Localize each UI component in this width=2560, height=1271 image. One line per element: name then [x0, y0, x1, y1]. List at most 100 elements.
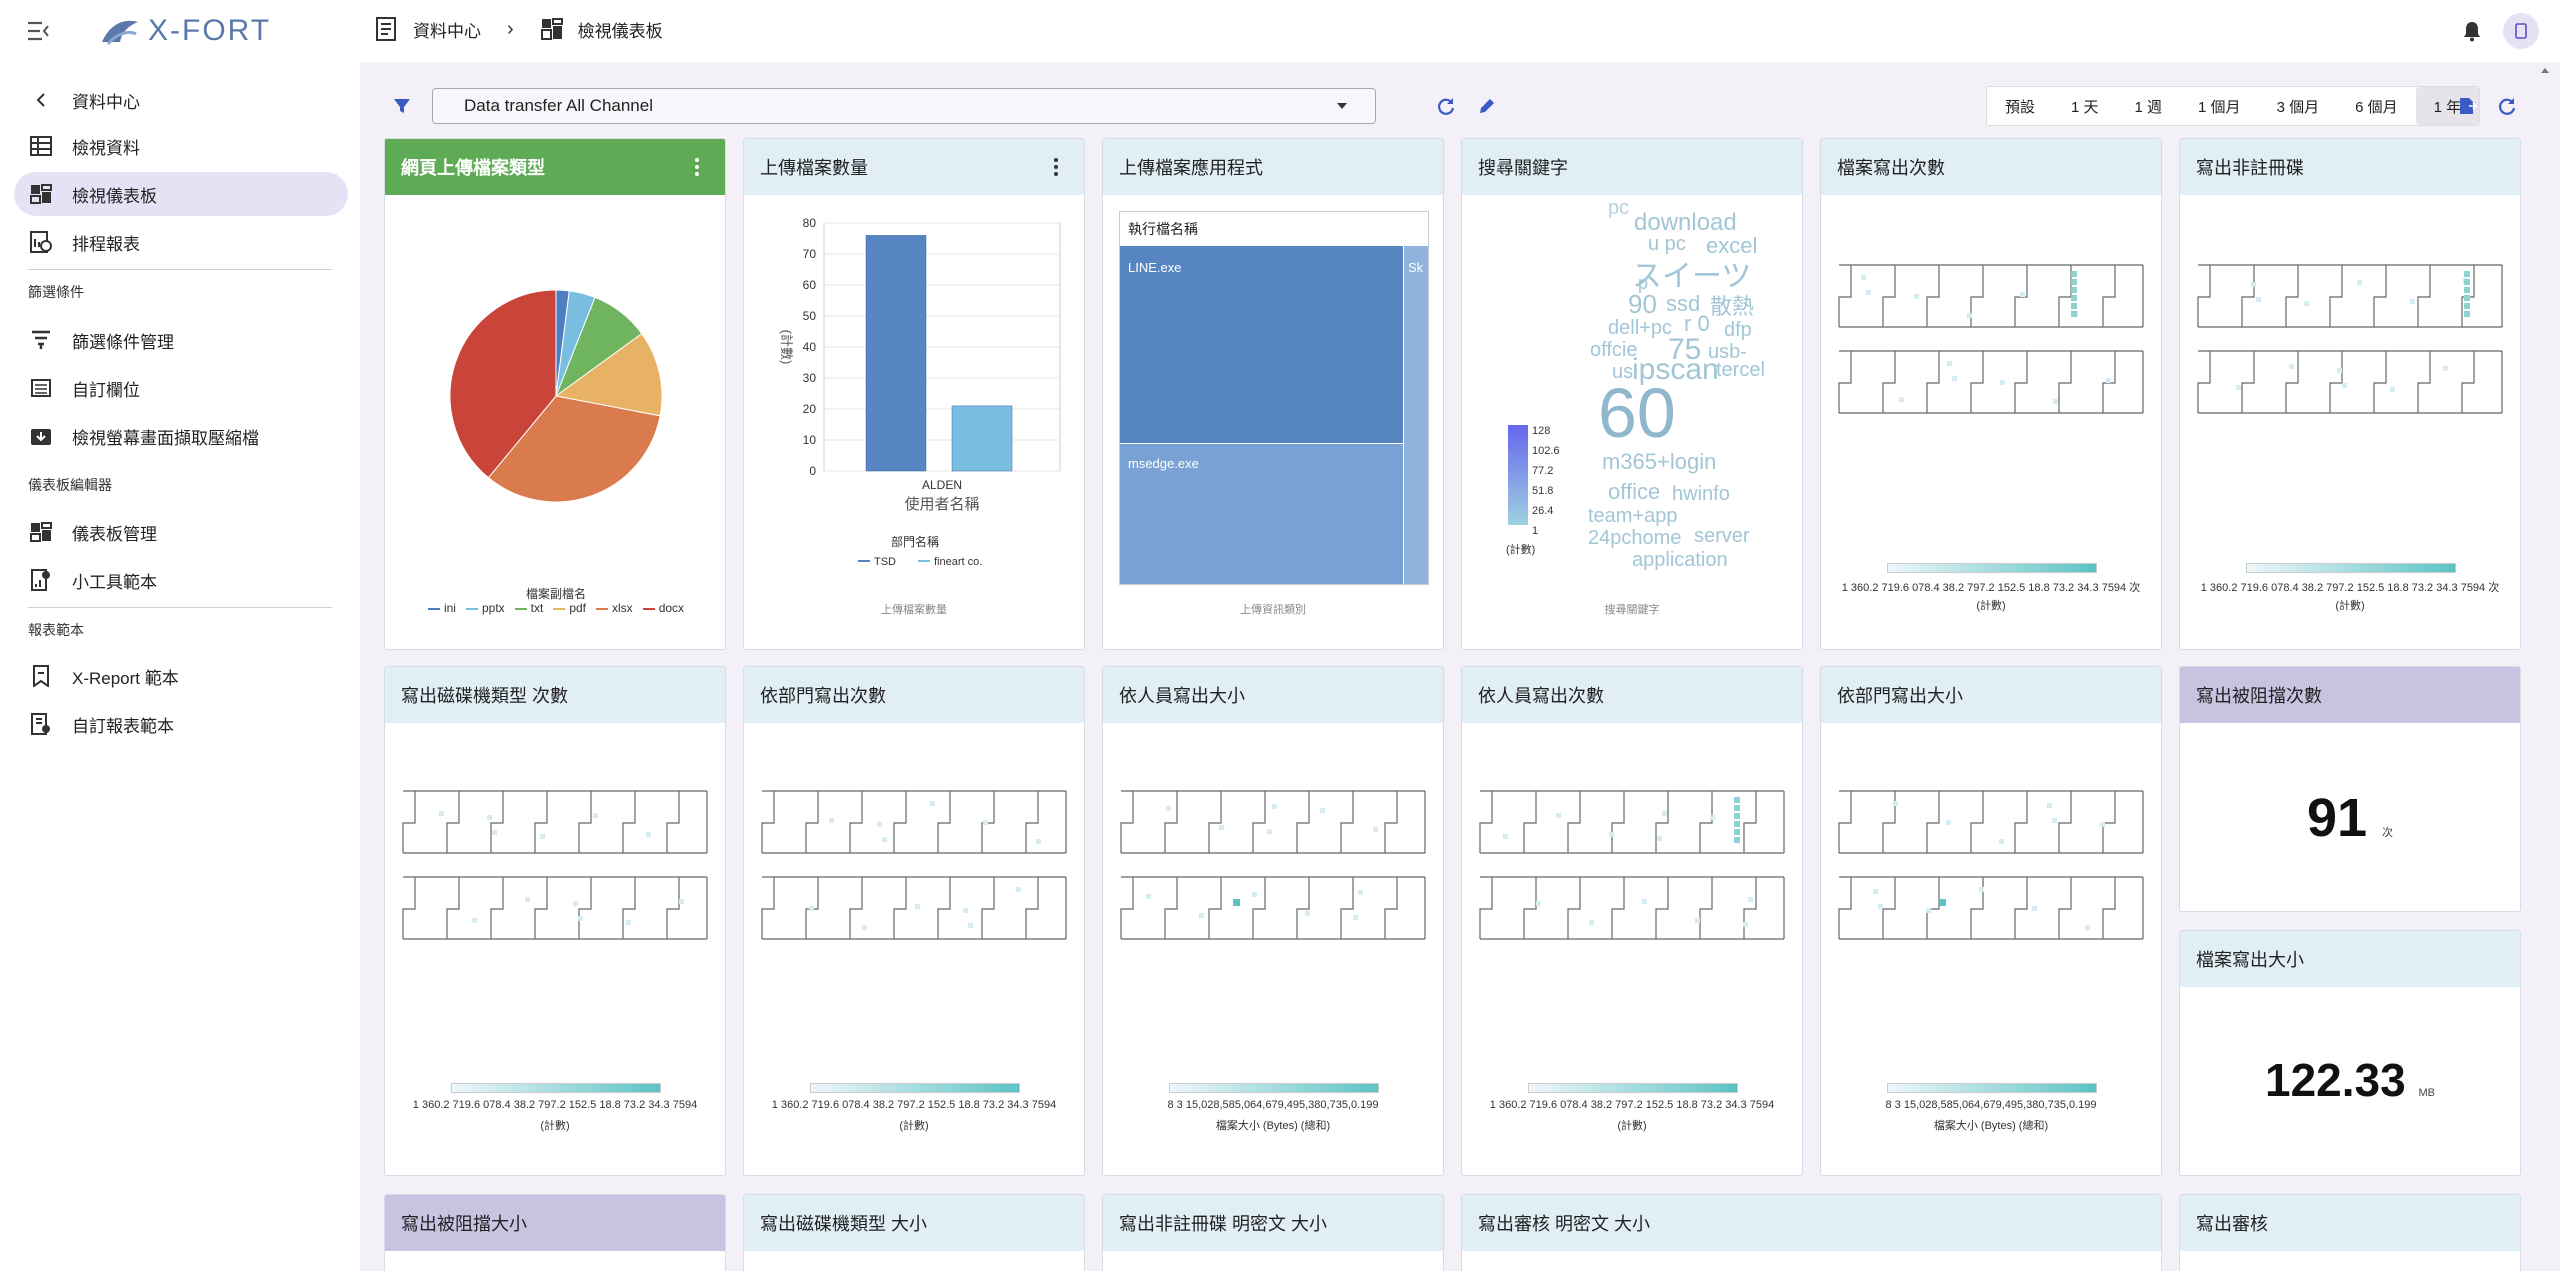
pie-slice-xlsx[interactable] [487, 395, 661, 503]
heatmap-cell[interactable] [1734, 805, 1740, 811]
dashboard-select[interactable]: Data transfer All Channel [432, 88, 1376, 124]
word[interactable]: excel [1706, 233, 1758, 258]
heatmap-cell[interactable] [2464, 287, 2470, 293]
heatmap-cell[interactable] [1695, 918, 1700, 923]
sidebar-item-widget-template[interactable]: 小工具範本 [14, 558, 348, 602]
heatmap-cell[interactable] [1252, 892, 1257, 897]
menu-collapse-icon[interactable] [26, 20, 52, 42]
refresh-all-icon[interactable] [2497, 96, 2517, 116]
heatmap-cell[interactable] [2251, 282, 2256, 287]
legend-item[interactable]: pptx [465, 601, 505, 615]
heatmap-cell[interactable] [2289, 364, 2294, 369]
sidebar-item-view-dashboard[interactable]: 檢視儀表板 [14, 172, 348, 216]
heatmap-cell[interactable] [1999, 839, 2004, 844]
heatmap-cell[interactable] [1946, 820, 1951, 825]
range-1-month[interactable]: 1 個月 [2198, 98, 2241, 116]
legend-item[interactable]: pdf [553, 601, 586, 615]
heatmap-cell[interactable] [1866, 290, 1871, 295]
heatmap-cell[interactable] [626, 920, 631, 925]
heatmap-cell[interactable] [1016, 887, 1021, 892]
word[interactable]: p [1638, 273, 1649, 293]
heatmap-cell[interactable] [578, 916, 583, 921]
word[interactable]: 散熱 [1710, 294, 1755, 319]
heatmap-cell[interactable] [1199, 913, 1204, 918]
heatmap-cell[interactable] [809, 906, 814, 911]
word[interactable]: application [1632, 549, 1728, 571]
refresh-icon[interactable] [1436, 96, 1456, 116]
heatmap-cell[interactable] [1556, 813, 1561, 818]
heatmap-cell[interactable] [963, 908, 968, 913]
heatmap-cell[interactable] [2464, 271, 2470, 277]
heatmap-cell[interactable] [1536, 901, 1541, 906]
word[interactable]: 90 [1628, 289, 1657, 319]
heatmap-cell[interactable] [983, 820, 988, 825]
heatmap-cell[interactable] [1734, 829, 1740, 835]
heatmap-cell[interactable] [646, 832, 651, 837]
range-6-months[interactable]: 6 個月 [2355, 98, 2398, 116]
heatmap-cell[interactable] [1743, 922, 1748, 927]
heatmap-cell[interactable] [492, 830, 497, 835]
heatmap-cell[interactable] [968, 923, 973, 928]
legend-item[interactable]: xlsx [596, 601, 633, 615]
sidebar-item-screen-capture[interactable]: 檢視螢幕畫面擷取壓縮檔 [14, 414, 348, 458]
heatmap-cell[interactable] [1166, 806, 1171, 811]
heatmap-cell[interactable] [2410, 299, 2415, 304]
bar-fineart co.[interactable] [951, 405, 1013, 472]
word[interactable]: dell+pc [1608, 317, 1672, 339]
word[interactable]: 75 [1668, 333, 1702, 366]
heatmap-cell[interactable] [2236, 385, 2241, 390]
heatmap-cell[interactable] [877, 822, 882, 827]
legend-label[interactable]: TSD [874, 556, 896, 568]
heatmap-cell[interactable] [2071, 295, 2077, 301]
word[interactable]: usb- [1708, 341, 1747, 363]
heatmap-cell[interactable] [2464, 279, 2470, 285]
word[interactable]: スイーツ [1632, 260, 1752, 293]
heatmap-cell[interactable] [2100, 822, 2105, 827]
heatmap-cell[interactable] [2304, 301, 2309, 306]
heatmap-cell[interactable] [2342, 383, 2347, 388]
heatmap-cell[interactable] [2032, 906, 2037, 911]
scrollbar-up[interactable] [2540, 62, 2550, 82]
heatmap-cell[interactable] [2071, 271, 2077, 277]
word[interactable]: u pc [1648, 233, 1686, 255]
edit-icon[interactable] [1477, 96, 1497, 116]
word[interactable]: ipscan [1632, 353, 1719, 386]
heatmap-cell[interactable] [1734, 837, 1740, 843]
word[interactable]: office [1608, 479, 1661, 504]
range-default[interactable]: 預設 [2005, 98, 2036, 116]
word[interactable]: dfp [1724, 319, 1752, 341]
heatmap-cell[interactable] [1358, 890, 1363, 895]
word[interactable]: 60 [1598, 374, 1676, 452]
heatmap-cell[interactable] [1503, 834, 1508, 839]
heatmap-cell[interactable] [1272, 804, 1277, 809]
heatmap-cell[interactable] [1893, 801, 1898, 806]
word[interactable]: hwinfo [1672, 483, 1730, 505]
avatar[interactable] [2503, 13, 2539, 49]
heatmap-cell[interactable] [1734, 821, 1740, 827]
range-3-months[interactable]: 3 個月 [2276, 98, 2320, 116]
word[interactable]: download [1634, 209, 1737, 236]
heatmap-cell[interactable] [2464, 311, 2470, 317]
heatmap-cell[interactable] [930, 801, 935, 806]
sidebar-item-view-data[interactable]: 檢視資料 [14, 124, 348, 168]
heatmap-cell[interactable] [1899, 397, 1904, 402]
heatmap-cell[interactable] [2443, 366, 2448, 371]
heatmap-cell[interactable] [1353, 915, 1358, 920]
heatmap-cell[interactable] [2464, 303, 2470, 309]
heatmap-cell[interactable] [1233, 899, 1240, 906]
heatmap-cell[interactable] [1219, 825, 1224, 830]
word[interactable]: offcie [1590, 339, 1638, 361]
sidebar-item-custom-report-template[interactable]: 自訂報表範本 [14, 702, 348, 746]
heatmap-cell[interactable] [2256, 297, 2261, 302]
sidebar-back[interactable]: 資料中心 [14, 78, 348, 122]
heatmap-cell[interactable] [1734, 813, 1740, 819]
range-1-week[interactable]: 1 週 [2134, 98, 2163, 116]
legend-item[interactable]: ini [427, 601, 456, 615]
more-vert-icon[interactable] [1054, 157, 1058, 177]
heatmap-cell[interactable] [525, 897, 530, 902]
word[interactable]: us [1612, 361, 1634, 383]
heatmap-cell[interactable] [1914, 294, 1919, 299]
heatmap-cell[interactable] [2106, 378, 2111, 383]
heatmap-cell[interactable] [1642, 899, 1647, 904]
sidebar-item-xreport-template[interactable]: X-Report 範本 [14, 654, 348, 698]
